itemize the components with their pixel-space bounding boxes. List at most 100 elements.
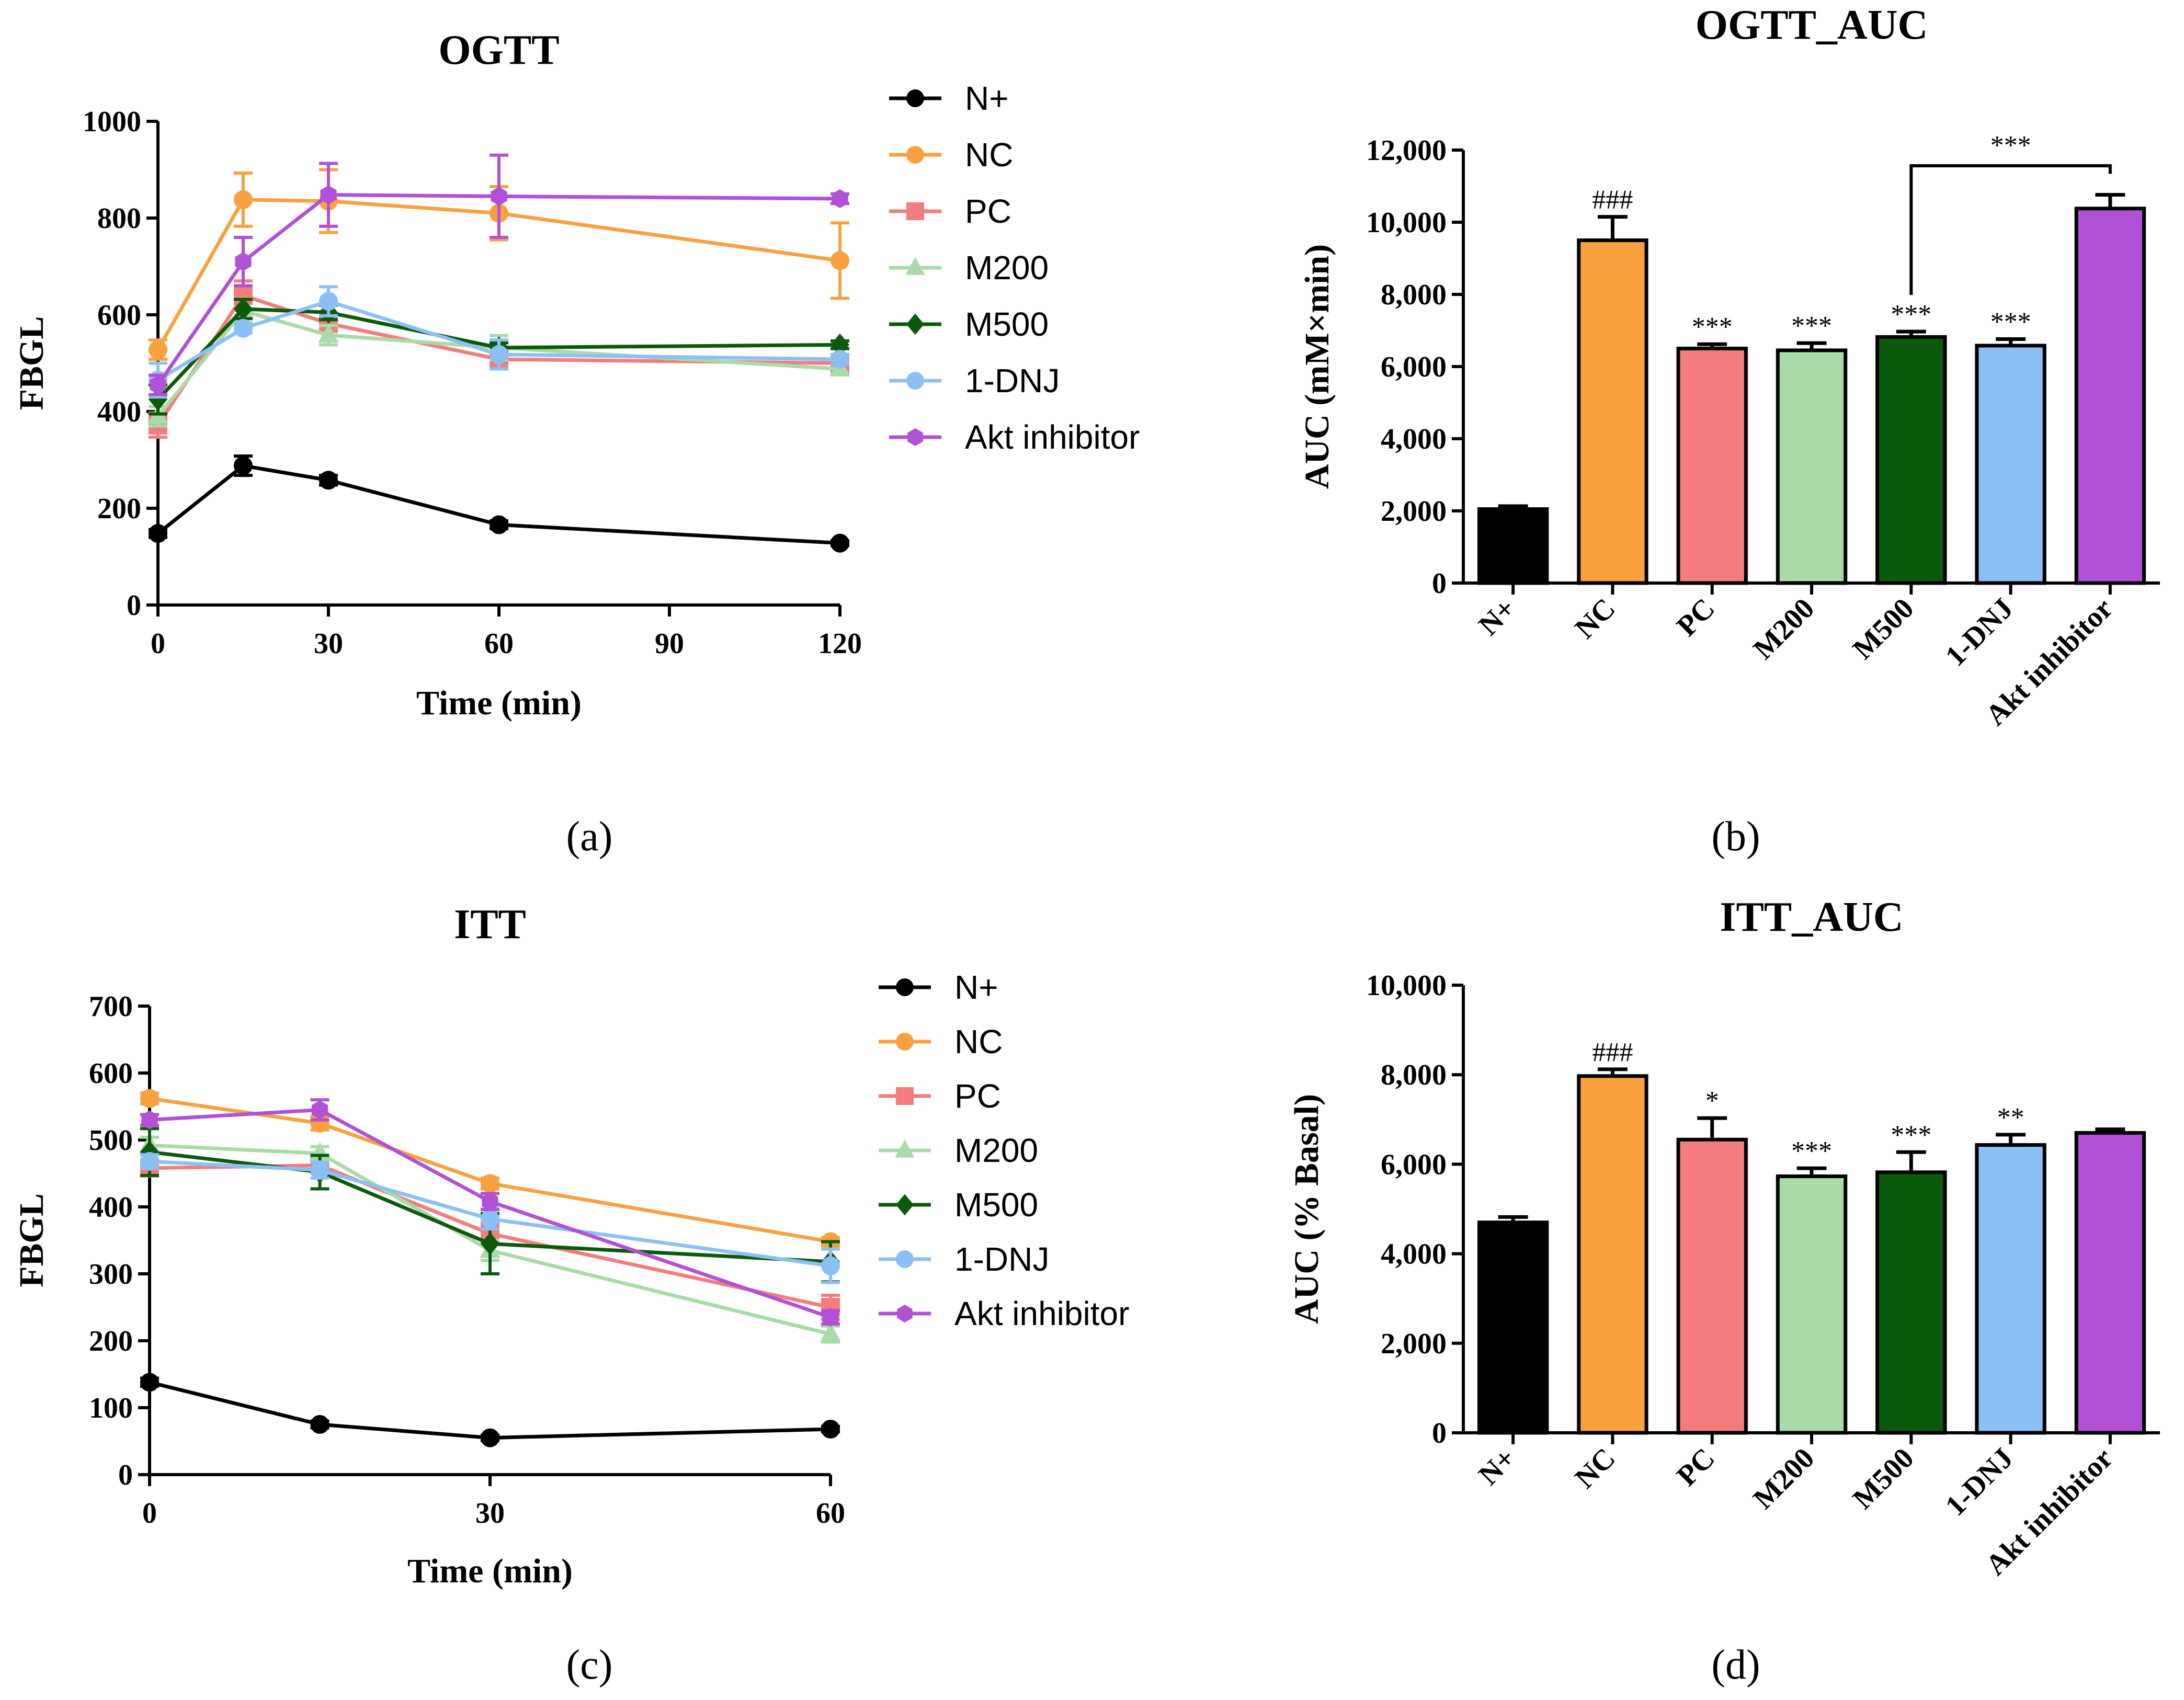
y-tick-label: 4,000 xyxy=(1381,423,1447,455)
x-tick-label: 0 xyxy=(142,1497,157,1530)
data-point-akt-inhibitor xyxy=(320,185,337,204)
y-tick-label: 0 xyxy=(118,1459,133,1491)
legend-marker-m500 xyxy=(896,1194,914,1216)
y-tick-label: 6,000 xyxy=(1381,351,1447,383)
bar-nc xyxy=(1577,1074,1648,1435)
x-tick-label: PC xyxy=(1670,592,1721,643)
data-point-akt-inhibitor xyxy=(141,1110,158,1129)
y-tick-label: 400 xyxy=(97,396,141,428)
series-n xyxy=(149,454,849,553)
x-tick-label: N+ xyxy=(1472,1442,1522,1491)
y-tick-label: 6,000 xyxy=(1381,1148,1447,1181)
x-tick-label: 30 xyxy=(314,627,343,660)
legend-marker-nc xyxy=(906,146,924,164)
x-tick-label: 120 xyxy=(818,627,862,660)
data-point-m200 xyxy=(318,324,339,343)
y-tick-label: 0 xyxy=(127,589,141,622)
y-tick-label: 600 xyxy=(89,1057,133,1090)
chart-title: OGTT_AUC xyxy=(1696,2,1928,48)
data-point-n xyxy=(310,1415,329,1434)
data-point-1-dnj xyxy=(831,350,849,369)
series-line-m500 xyxy=(149,1150,831,1264)
significance-label: *** xyxy=(1791,1136,1832,1166)
data-point-m500 xyxy=(831,333,849,356)
data-point-m500 xyxy=(234,298,253,321)
series-line-nc xyxy=(149,1097,831,1244)
legend-marker-pc xyxy=(906,202,924,220)
data-point-akt-inhibitor xyxy=(832,189,848,208)
y-tick-label: 600 xyxy=(97,299,141,332)
data-point-1-dnj xyxy=(821,1256,840,1275)
x-tick-label: 60 xyxy=(816,1497,845,1530)
significance-label: *** xyxy=(1891,1120,1931,1150)
data-point-akt-inhibitor xyxy=(235,252,252,271)
line-chart-ogtt: OGTT Time (min) FBGL 0 200 400 600 800 1000 0 30 60… xyxy=(13,27,1140,722)
significance-label: ### xyxy=(1592,185,1633,215)
y-tick-label: 8,000 xyxy=(1381,279,1447,311)
panel-label: (a) xyxy=(566,814,613,860)
y-axis-label: FBGL xyxy=(13,316,51,410)
data-point-nc xyxy=(149,340,167,359)
legend-label-m500: M500 xyxy=(954,1186,1038,1224)
y-tick-label: 1000 xyxy=(83,106,141,138)
y-tick-label: 12,000 xyxy=(1366,134,1447,167)
data-point-nc xyxy=(831,251,849,270)
series-line-akt-inhibitor xyxy=(149,1108,832,1319)
bar-m200 xyxy=(1776,1174,1848,1435)
legend: N+ NC PC M200 M500 1-DNJ Akt inhibitor xyxy=(879,968,1129,1332)
legend-label-1-dnj: 1-DNJ xyxy=(965,362,1060,400)
data-point-nc xyxy=(481,1174,499,1193)
bar-akt-inhibitor xyxy=(2074,1131,2146,1435)
series-1-dnj xyxy=(149,285,849,399)
x-tick-label: NC xyxy=(1569,592,1622,645)
data-point-1-dnj xyxy=(481,1210,499,1229)
y-tick-label: 500 xyxy=(89,1124,133,1157)
bar-m500 xyxy=(1875,1170,1947,1435)
y-tick-label: 400 xyxy=(89,1191,133,1224)
x-tick-label: M500 xyxy=(1847,592,1920,666)
significance-label: * xyxy=(1705,1086,1719,1116)
x-axis-label: Time (min) xyxy=(416,684,582,722)
bar-pc xyxy=(1676,1137,1748,1435)
y-axis-label: AUC (mM×min) xyxy=(1298,244,1336,489)
data-point-1-dnj xyxy=(140,1151,159,1171)
series-akt-inhibitor xyxy=(140,1098,840,1327)
comparison-bracket xyxy=(1909,164,2112,295)
data-point-1-dnj xyxy=(490,345,508,364)
legend-label-n: N+ xyxy=(954,968,998,1006)
data-point-1-dnj xyxy=(310,1160,329,1180)
data-point-akt-inhibitor xyxy=(491,187,507,206)
x-tick-label: 1-DNJ xyxy=(1939,592,2020,672)
y-tick-label: 4,000 xyxy=(1381,1238,1447,1271)
bar-chart-itt-auc: ITT_AUC AUC (% Basal) 0 2,000 4,000 6,000 8,00… xyxy=(1288,894,2160,1582)
bar-chart-ogtt-auc: OGTT_AUC AUC (mM×min) 0 2,000 4,000 6,000 8,00… xyxy=(1298,2,2160,732)
legend-label-n: N+ xyxy=(965,79,1009,117)
legend-label-nc: NC xyxy=(965,136,1013,174)
x-axis-label: Time (min) xyxy=(407,1552,573,1590)
data-point-n xyxy=(490,515,508,534)
legend-marker-1-dnj xyxy=(896,1250,914,1268)
x-tick-label: 30 xyxy=(475,1497,505,1530)
y-axis-label: FBGL xyxy=(13,1193,51,1287)
bar-pc xyxy=(1676,347,1748,585)
panel-label: (b) xyxy=(1711,814,1760,860)
legend-label-pc: PC xyxy=(954,1077,1001,1115)
y-tick-label: 2,000 xyxy=(1381,1328,1447,1360)
legend-label-m200: M200 xyxy=(965,249,1049,287)
legend-label-nc: NC xyxy=(954,1023,1003,1060)
bar-n xyxy=(1477,1220,1549,1435)
y-tick-label: 10,000 xyxy=(1366,207,1447,239)
legend-marker-akt-inhibitor xyxy=(897,1305,913,1322)
legend-marker-1-dnj xyxy=(906,372,924,390)
y-tick-label: 0 xyxy=(1432,1417,1447,1450)
data-point-akt-inhibitor xyxy=(822,1308,839,1327)
data-point-n xyxy=(149,524,167,543)
y-tick-label: 0 xyxy=(1432,567,1447,600)
y-tick-label: 100 xyxy=(89,1392,133,1424)
data-point-n xyxy=(140,1373,159,1392)
panel-label: (d) xyxy=(1711,1642,1760,1688)
legend-marker-m500 xyxy=(906,313,924,335)
data-point-1-dnj xyxy=(234,318,253,338)
data-point-nc xyxy=(234,190,253,209)
